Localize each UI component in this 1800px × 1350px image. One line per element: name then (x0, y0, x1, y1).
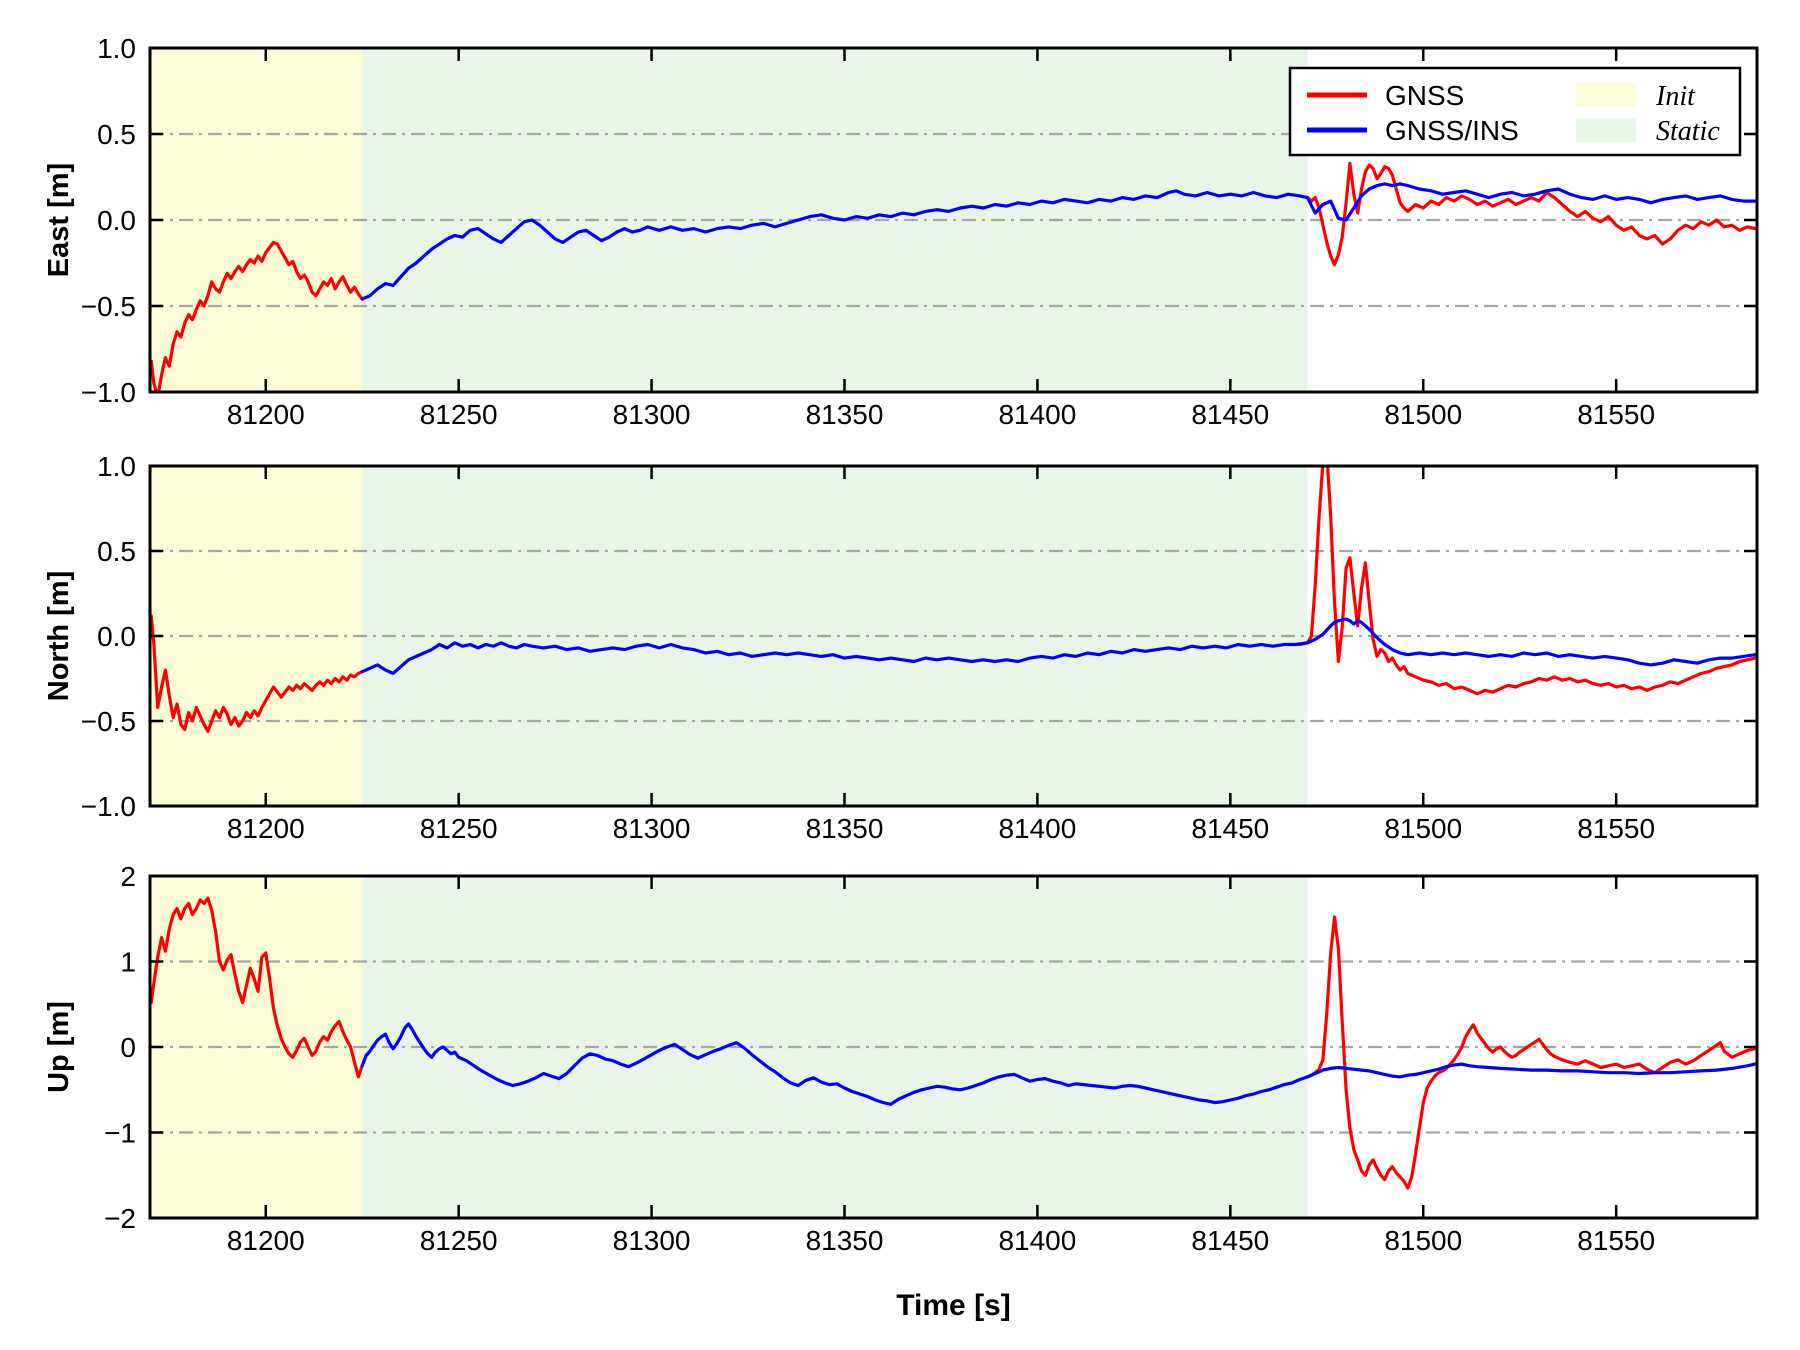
y-tick-label: 1 (120, 946, 136, 977)
legend-patch-sample (1576, 118, 1636, 142)
y-tick-label: 0.0 (97, 621, 136, 652)
x-tick-label: 81300 (613, 1225, 691, 1256)
y-tick-label: 0.5 (97, 536, 136, 567)
legend-patch-label: Init (1655, 81, 1696, 112)
series-line-gnss (1298, 466, 1757, 696)
x-tick-label: 81400 (998, 399, 1076, 430)
series-line-gnss-ins (360, 182, 1757, 301)
y-axis-label: Up [m] (43, 1001, 75, 1093)
x-tick-label: 81250 (420, 1225, 498, 1256)
x-tick-label: 81450 (1191, 399, 1269, 430)
x-tick-label: 81250 (420, 813, 498, 844)
legend-box (1288, 66, 1742, 157)
x-tick-label: 81500 (1384, 399, 1462, 430)
y-axis-label: East [m] (43, 163, 75, 277)
legend: GNSS GNSS/INS Init Static (1288, 66, 1742, 157)
x-tick-label: 81250 (420, 399, 498, 430)
x-tick-label: 81200 (227, 399, 305, 430)
y-tick-label: −0.5 (81, 291, 136, 322)
x-tick-label: 81400 (998, 1225, 1076, 1256)
x-tick-label: 81550 (1577, 813, 1655, 844)
x-tick-label: 81400 (998, 813, 1076, 844)
series-line-gnss-ins (360, 1022, 1757, 1106)
legend-patch-label: Static (1656, 116, 1720, 147)
y-tick-label: 2 (120, 861, 136, 892)
y-tick-label: −1.0 (81, 791, 136, 822)
x-axis-label: Time [s] (896, 1289, 1010, 1322)
y-tick-label: −2 (104, 1203, 136, 1234)
y-tick-label: −0.5 (81, 706, 136, 737)
x-tick-label: 81550 (1577, 399, 1655, 430)
y-tick-label: −1.0 (81, 377, 136, 408)
series-line-gnss (150, 613, 364, 733)
series-line-gnss (150, 896, 364, 1079)
legend-patch-sample (1576, 83, 1636, 107)
y-tick-label: 0 (120, 1032, 136, 1063)
x-tick-label: 81300 (613, 399, 691, 430)
series-line-gnss (150, 240, 364, 392)
x-tick-label: 81550 (1577, 1225, 1655, 1256)
x-tick-label: 81200 (227, 1225, 305, 1256)
y-axis-label: North [m] (43, 571, 75, 701)
x-tick-label: 81500 (1384, 1225, 1462, 1256)
x-tick-label: 81450 (1191, 813, 1269, 844)
y-tick-label: 0.0 (97, 205, 136, 236)
x-tick-label: 81350 (806, 813, 884, 844)
x-tick-label: 81450 (1191, 1225, 1269, 1256)
legend-series-label: GNSS (1385, 80, 1464, 111)
subplot-up: 81200 81250 81300 81350 81400 81450 81500 81550… (43, 861, 1759, 1256)
x-tick-label: 81500 (1384, 813, 1462, 844)
y-tick-label: 0.5 (97, 119, 136, 150)
subplot-east: 81200 81250 81300 81350 81400 81450 81500 81550… (43, 33, 1759, 430)
y-tick-label: 1.0 (97, 451, 136, 482)
x-tick-label: 81350 (806, 399, 884, 430)
series-line-gnss (1305, 915, 1757, 1190)
x-tick-label: 81200 (227, 813, 305, 844)
x-tick-label: 81350 (806, 1225, 884, 1256)
subplot-north: 81200 81250 81300 81350 81400 81450 81500 81550… (43, 451, 1759, 844)
y-tick-label: 1.0 (97, 33, 136, 64)
legend-series-label: GNSS/INS (1385, 115, 1519, 146)
series-line-gnss-ins (360, 617, 1757, 676)
x-tick-label: 81300 (613, 813, 691, 844)
y-tick-label: −1 (104, 1117, 136, 1148)
series-line-gnss (1305, 161, 1757, 267)
